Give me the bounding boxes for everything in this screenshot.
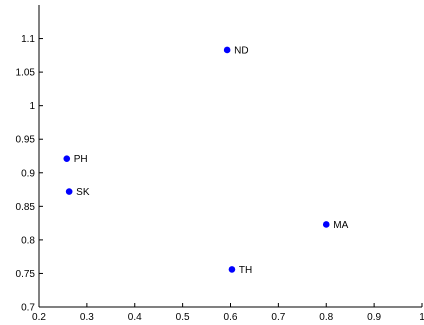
y-tick-label: 1.1: [21, 34, 35, 45]
data-point: SK: [65, 187, 90, 198]
point-marker: [228, 266, 236, 273]
y-tick-label: 0.85: [16, 202, 36, 213]
x-tick-label: 0.2: [32, 312, 46, 323]
x-tick-label: 0.3: [80, 312, 94, 323]
x-tick-label: 0.9: [367, 312, 381, 323]
x-tick-label: 1: [419, 312, 424, 323]
point-label: MA: [333, 220, 348, 231]
data-point: ND: [223, 45, 249, 56]
x-tick-label: 0.4: [128, 312, 142, 323]
y-axis-ticks: 0.7 0.75 0.8 0.85 0.9 0.95 1 1.05 1.1: [16, 34, 43, 314]
y-tick-label: 0.9: [21, 168, 35, 179]
y-tick-label: 0.75: [16, 269, 36, 280]
x-tick-label: 0.5: [176, 312, 190, 323]
y-tick-label: 0.95: [16, 135, 36, 146]
data-points: ND PH SK MA TH: [63, 45, 349, 276]
y-tick-label: 1.05: [16, 68, 36, 79]
x-tick-label: 0.7: [271, 312, 285, 323]
point-label: PH: [74, 154, 88, 165]
point-label: SK: [76, 187, 90, 198]
axes: [38, 5, 422, 308]
data-point: TH: [228, 265, 252, 276]
y-tick-label: 0.7: [21, 303, 35, 314]
data-point: MA: [322, 220, 349, 231]
y-tick-label: 0.8: [21, 235, 35, 246]
point-marker: [322, 221, 330, 228]
y-tick-label: 1: [29, 101, 35, 112]
point-marker: [65, 188, 73, 195]
data-point: PH: [63, 154, 88, 165]
point-marker: [223, 46, 231, 54]
point-marker: [63, 155, 71, 162]
x-tick-label: 0.6: [224, 312, 238, 323]
point-label: ND: [234, 45, 248, 56]
x-axis-ticks: 0.2 0.3 0.4 0.5 0.6 0.7 0.8 0.9 1: [32, 303, 424, 323]
point-label: TH: [239, 265, 252, 276]
x-tick-label: 0.8: [319, 312, 333, 323]
